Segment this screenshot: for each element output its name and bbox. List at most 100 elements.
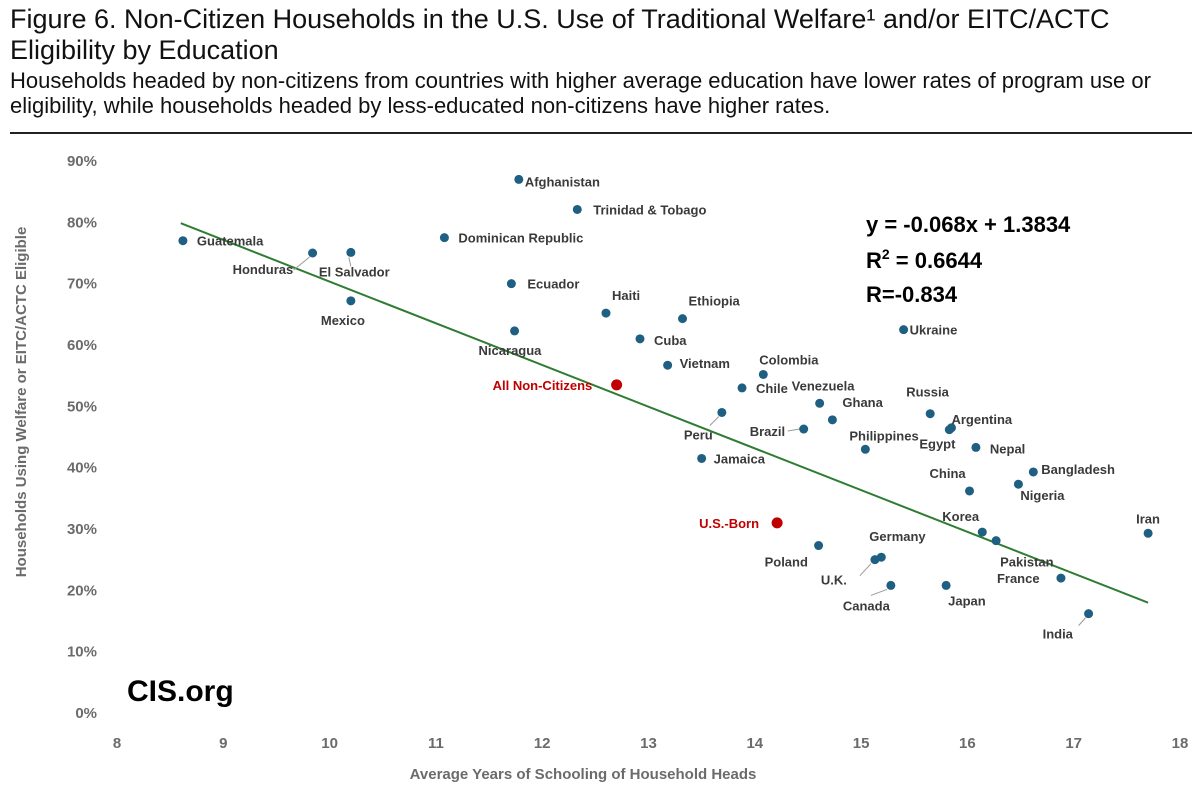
label-honduras: Honduras	[233, 262, 294, 277]
y-tick-label: 50%	[67, 398, 97, 415]
figure-header: Figure 6. Non-Citizen Households in the …	[10, 4, 1195, 118]
point-mexico	[346, 296, 356, 306]
x-tick-label: 9	[219, 735, 227, 752]
brand-logo: CIS.org	[127, 675, 234, 708]
label-trinidad-tobago: Trinidad & Tobago	[593, 202, 706, 217]
r-squared-superscript: 2	[882, 246, 890, 262]
label-ecuador: Ecuador	[527, 277, 579, 292]
label-germany: Germany	[869, 529, 926, 544]
label-nicaragua: Nicaragua	[479, 343, 543, 358]
label-colombia: Colombia	[759, 352, 819, 367]
y-tick-label: 90%	[67, 153, 97, 170]
leader-line	[709, 416, 720, 426]
label-philippines: Philippines	[849, 428, 918, 443]
x-axis-ticks: 8 9 10 11 12 13 14 15 16 17 18	[113, 735, 1189, 752]
y-tick-label: 10%	[67, 644, 97, 661]
point-india	[1084, 609, 1094, 619]
point-u-s-born	[771, 517, 783, 529]
label-egypt: Egypt	[919, 437, 956, 452]
label-guatemala: Guatemala	[197, 234, 264, 249]
point-russia	[925, 409, 935, 419]
x-tick-label: 12	[534, 735, 551, 752]
correlation-r: R=-0.834	[866, 282, 958, 307]
x-tick-label: 17	[1065, 735, 1082, 752]
y-tick-label: 20%	[67, 582, 97, 599]
point-afghanistan	[514, 174, 524, 184]
point-ethiopia	[678, 314, 688, 324]
y-tick-label: 70%	[67, 276, 97, 293]
point-pakistan	[991, 536, 1001, 546]
point-ukraine	[899, 325, 909, 335]
x-tick-label: 16	[959, 735, 976, 752]
label-ghana: Ghana	[842, 395, 883, 410]
leader-line	[870, 588, 888, 596]
label-brazil: Brazil	[750, 424, 785, 439]
r-squared-symbol: R	[866, 248, 882, 273]
point-venezuela	[815, 398, 825, 408]
point-trinidad-tobago	[572, 204, 582, 214]
regression-equation: y = -0.068x + 1.3834	[866, 212, 1071, 237]
label-japan: Japan	[948, 593, 986, 608]
label-nepal: Nepal	[990, 441, 1025, 456]
label-all-non-citizens: All Non-Citizens	[493, 378, 593, 393]
figure-title: Figure 6. Non-Citizen Households in the …	[10, 4, 1110, 65]
y-axis-ticks: 0% 10% 20% 30% 40% 50% 60% 70% 80% 90%	[67, 153, 97, 722]
point-poland	[814, 541, 824, 551]
point-dominican-republic	[439, 233, 449, 243]
label-afghanistan: Afghanistan	[525, 174, 600, 189]
y-tick-label: 0%	[75, 705, 97, 722]
label-russia: Russia	[906, 385, 949, 400]
point-japan	[941, 580, 951, 590]
label-china: China	[930, 466, 967, 481]
y-tick-label: 80%	[67, 214, 97, 231]
y-tick-label: 30%	[67, 521, 97, 538]
label-venezuela: Venezuela	[792, 378, 856, 393]
point-ecuador	[506, 279, 516, 289]
point-haiti	[601, 308, 611, 318]
x-tick-label: 13	[640, 735, 657, 752]
r-squared: R2 = 0.6644	[866, 246, 983, 273]
label-u-s-born: U.S.-Born	[699, 516, 759, 531]
trendline	[180, 222, 1149, 604]
point-colombia	[758, 369, 768, 379]
point-canada	[886, 580, 896, 590]
point-nigeria	[1013, 479, 1023, 489]
label-korea: Korea	[942, 509, 980, 524]
label-nigeria: Nigeria	[1020, 488, 1065, 503]
label-mexico: Mexico	[321, 313, 365, 328]
point-peru	[717, 407, 727, 417]
y-tick-label: 40%	[67, 460, 97, 477]
label-france: France	[997, 571, 1040, 586]
data-points	[178, 174, 1153, 619]
point-ghana	[827, 415, 837, 425]
point-all-non-citizens	[611, 379, 623, 391]
point-nicaragua	[510, 326, 520, 336]
point-bangladesh	[1028, 467, 1038, 477]
x-tick-label: 10	[321, 735, 338, 752]
leader-line	[1078, 617, 1086, 626]
point-jamaica	[697, 453, 707, 463]
label-jamaica: Jamaica	[714, 451, 766, 466]
point-brazil	[799, 424, 809, 434]
x-tick-label: 8	[113, 735, 121, 752]
point-honduras	[308, 248, 318, 258]
label-iran: Iran	[1136, 511, 1160, 526]
point-egypt	[944, 425, 954, 435]
label-cuba: Cuba	[654, 333, 687, 348]
point-china	[965, 486, 975, 496]
leader-line	[787, 428, 800, 432]
leader-line	[293, 256, 310, 271]
data-labels: Guatemala Honduras El Salvador Mexico Domini…	[197, 174, 1160, 641]
point-u-k	[870, 555, 880, 565]
label-leader-lines	[293, 256, 1086, 626]
x-tick-label: 18	[1172, 735, 1189, 752]
point-nepal	[971, 442, 981, 452]
label-el-salvador: El Salvador	[319, 264, 390, 279]
point-el-salvador	[346, 247, 356, 257]
point-chile	[737, 383, 747, 393]
x-tick-label: 15	[853, 735, 870, 752]
x-tick-label: 14	[746, 735, 763, 752]
leader-line	[348, 257, 352, 267]
figure-subtitle: Households headed by non-citizens from c…	[10, 68, 1151, 118]
